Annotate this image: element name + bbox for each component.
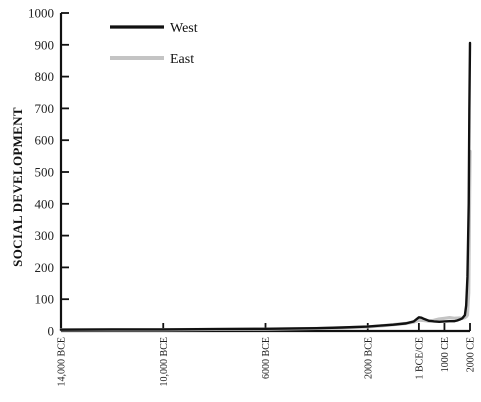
x-tick-label: 10,000 BCE <box>159 337 170 386</box>
y-tick-label: 800 <box>35 69 55 84</box>
legend: West East <box>110 21 198 67</box>
legend-label-east: East <box>170 52 194 67</box>
y-tick-label: 700 <box>35 101 55 116</box>
x-tick-label: 2000 CE <box>466 337 477 372</box>
legend-label-west: West <box>170 21 198 36</box>
y-tick-label: 900 <box>35 37 55 52</box>
y-tick-label: 100 <box>35 292 55 307</box>
y-tick-label: 1000 <box>28 6 54 21</box>
x-tick-label: 6000 BCE <box>261 337 272 379</box>
y-axis-label: SOCIAL DEVELOPMENT <box>10 107 25 267</box>
y-tick-label: 400 <box>35 196 55 211</box>
x-axis: 14,000 BCE 10,000 BCE 6000 BCE 2000 BCE 1 BC… <box>57 323 477 386</box>
x-tick-label: 2000 BCE <box>363 337 374 379</box>
y-tick-label: 500 <box>35 165 55 180</box>
y-tick-label: 300 <box>35 228 55 243</box>
y-tick-label: 0 <box>48 324 55 339</box>
series-line-east <box>59 149 472 332</box>
series-layer <box>59 41 472 332</box>
x-tick-label: 1 BCE/CE <box>414 337 425 380</box>
y-axis: 0 100 200 300 400 500 600 700 800 900 1000 <box>28 6 69 339</box>
y-tick-label: 200 <box>35 260 55 275</box>
x-tick-label: 1000 CE <box>440 337 451 372</box>
x-tick-label: 14,000 BCE <box>57 337 68 386</box>
series-line-west <box>59 41 472 331</box>
y-tick-label: 600 <box>35 133 55 148</box>
